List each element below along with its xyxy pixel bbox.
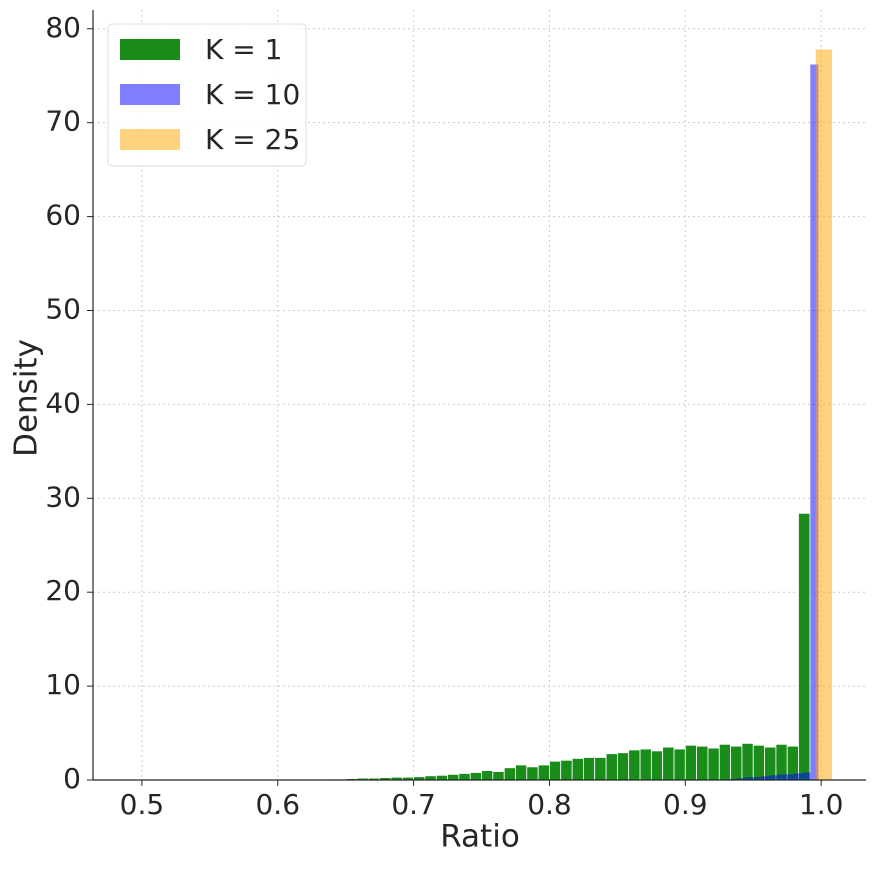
y-tick-label: 40 xyxy=(45,386,81,419)
bar xyxy=(753,777,762,780)
bar xyxy=(769,775,778,780)
bar xyxy=(810,64,819,780)
bar xyxy=(526,766,539,781)
bar xyxy=(537,764,550,781)
bar xyxy=(628,749,641,781)
bar xyxy=(549,760,562,781)
bar xyxy=(469,772,482,781)
bar xyxy=(458,773,471,781)
bar xyxy=(560,759,573,781)
legend-swatch xyxy=(120,39,180,60)
x-tick-label: 0.7 xyxy=(391,788,436,821)
bar xyxy=(424,775,437,781)
legend-swatch xyxy=(120,84,180,105)
y-tick-label: 70 xyxy=(45,105,81,138)
legend-label: K = 25 xyxy=(205,123,300,156)
bar xyxy=(815,49,833,780)
legend-label: K = 10 xyxy=(205,78,300,111)
bar xyxy=(707,747,720,781)
y-tick-label: 20 xyxy=(45,574,81,607)
bar xyxy=(447,773,460,781)
bar xyxy=(684,744,697,781)
x-tick-label: 0.8 xyxy=(527,788,572,821)
bar xyxy=(583,757,596,781)
bar xyxy=(481,770,494,781)
y-axis-label: Density xyxy=(9,339,45,457)
bar xyxy=(650,750,664,781)
legend-swatch xyxy=(120,129,180,150)
bar xyxy=(696,745,709,781)
legend-label: K = 1 xyxy=(205,33,282,66)
bar xyxy=(741,742,754,781)
bar xyxy=(736,778,746,780)
x-axis-label: Ratio xyxy=(440,819,520,855)
bar xyxy=(764,746,777,781)
bar xyxy=(802,772,811,780)
bar xyxy=(571,758,584,781)
y-tick-label: 10 xyxy=(45,668,81,701)
bar xyxy=(594,757,607,781)
bar xyxy=(798,512,811,781)
bar xyxy=(718,743,731,781)
y-tick-label: 50 xyxy=(45,292,81,325)
bar xyxy=(492,771,505,781)
x-tick-label: 1.0 xyxy=(799,788,844,821)
y-tick-label: 80 xyxy=(45,11,81,44)
bar xyxy=(730,745,743,781)
y-tick-label: 30 xyxy=(45,480,81,513)
bar xyxy=(761,776,770,780)
bar xyxy=(503,767,516,781)
x-tick-label: 0.9 xyxy=(663,788,708,821)
y-tick-label: 60 xyxy=(45,199,81,232)
bar xyxy=(777,774,786,780)
bar xyxy=(662,746,675,781)
bar xyxy=(673,748,686,781)
bar xyxy=(616,752,630,781)
y-tick-label: 0 xyxy=(63,762,81,795)
bar xyxy=(745,777,754,780)
bar xyxy=(435,774,448,781)
bar xyxy=(639,748,652,781)
bar xyxy=(605,753,618,781)
x-tick-label: 0.5 xyxy=(120,788,165,821)
bar xyxy=(785,774,794,780)
bar xyxy=(515,764,528,781)
x-tick-label: 0.6 xyxy=(255,788,300,821)
bar xyxy=(752,744,765,781)
bar xyxy=(793,773,803,780)
